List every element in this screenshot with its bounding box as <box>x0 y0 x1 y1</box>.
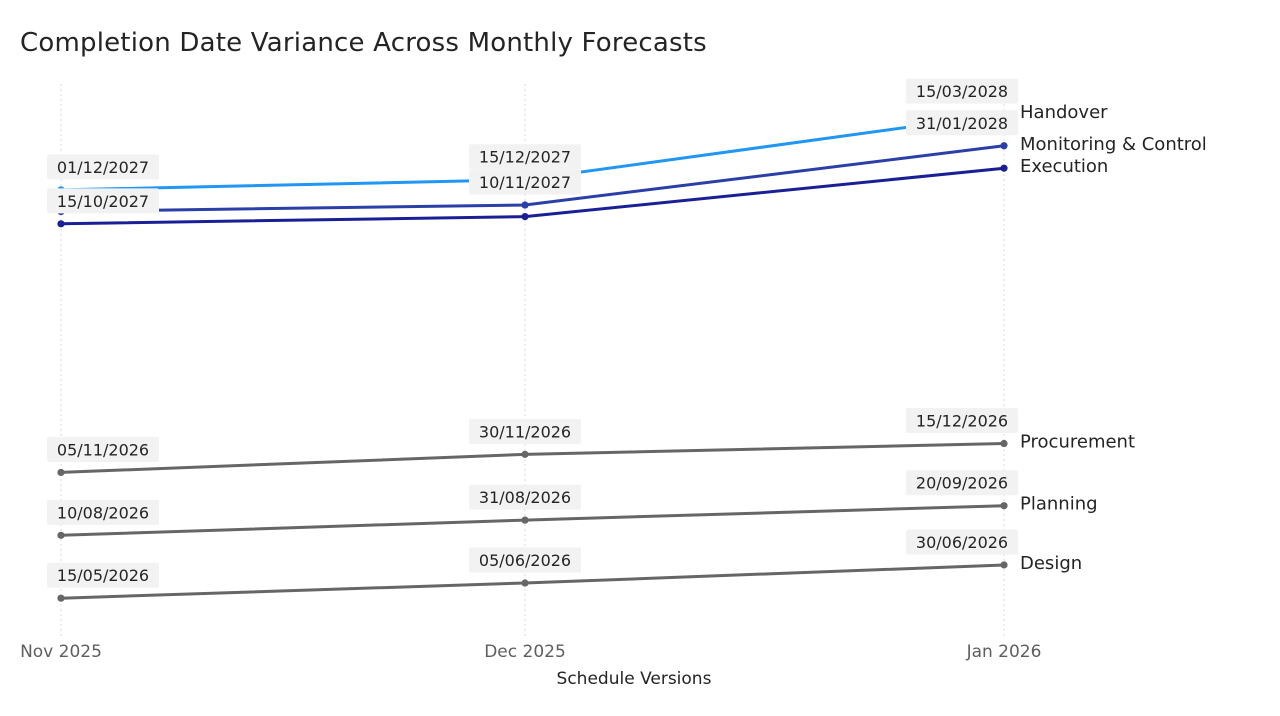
data-point <box>1000 164 1008 172</box>
data-label-box <box>47 154 159 180</box>
data-label: 15/05/2026 <box>57 566 149 585</box>
x-axis: Nov 2025 Dec 2025 Jan 2026 <box>20 642 1041 662</box>
data-label: 05/11/2026 <box>57 440 149 459</box>
data-label-box <box>469 144 581 170</box>
series-label-design: Design <box>1020 553 1082 574</box>
data-point <box>1000 439 1008 448</box>
data-label-box <box>469 418 581 444</box>
data-label-box <box>469 484 581 510</box>
data-point <box>57 531 65 539</box>
data-label: 01/12/2027 <box>57 158 149 177</box>
series-line-procurement <box>59 442 1006 474</box>
data-label-box <box>47 188 159 214</box>
data-point <box>1000 561 1008 569</box>
data-label: 31/01/2028 <box>916 114 1008 133</box>
data-label: 30/11/2026 <box>479 422 571 441</box>
data-label: 10/11/2027 <box>479 173 571 192</box>
data-point <box>521 516 529 524</box>
series-line-planning <box>59 504 1006 537</box>
data-label-box <box>469 169 581 195</box>
data-label: 10/08/2026 <box>57 503 149 522</box>
data-label-box <box>906 110 1018 136</box>
series-label-execution: Execution <box>1020 156 1108 177</box>
data-label-box <box>906 470 1018 496</box>
data-label: 20/09/2026 <box>916 474 1008 493</box>
data-label: 05/06/2026 <box>479 551 571 570</box>
data-label: 15/03/2028 <box>916 82 1008 101</box>
x-tick-label: Nov 2025 <box>20 642 102 662</box>
data-label-box <box>47 562 159 588</box>
data-point <box>521 579 529 587</box>
x-tick-label: Jan 2026 <box>966 642 1042 662</box>
data-point <box>1000 142 1008 150</box>
x-axis-title: Schedule Versions <box>557 669 712 689</box>
data-point <box>521 450 529 458</box>
data-point <box>521 212 529 221</box>
data-point <box>57 220 65 228</box>
series-label-planning: Planning <box>1020 494 1098 515</box>
data-label-box <box>47 436 159 462</box>
data-point <box>1000 502 1008 510</box>
series-label-procurement: Procurement <box>1020 432 1135 453</box>
data-labels: 01/12/2027 15/12/2027 15/03/2028 10/11/2027… <box>47 78 1018 588</box>
x-tick-label: Dec 2025 <box>484 642 566 662</box>
series-label-monitoring-control: Monitoring & Control <box>1020 134 1207 155</box>
data-label: 15/12/2026 <box>916 412 1008 431</box>
series-label-handover: Handover <box>1020 102 1108 123</box>
data-label: 30/06/2026 <box>916 533 1008 552</box>
data-point <box>521 201 529 209</box>
data-label-box <box>906 78 1018 104</box>
data-label-box <box>469 547 581 573</box>
data-label-box <box>906 408 1018 434</box>
data-label-box <box>906 529 1018 555</box>
data-point <box>57 468 65 477</box>
data-label: 15/10/2027 <box>57 192 149 211</box>
data-label: 31/08/2026 <box>479 488 571 507</box>
data-point <box>57 594 65 602</box>
data-label: 15/12/2027 <box>479 148 571 167</box>
data-label-box <box>47 499 159 525</box>
chart-title: Completion Date Variance Across Monthly … <box>20 28 707 58</box>
